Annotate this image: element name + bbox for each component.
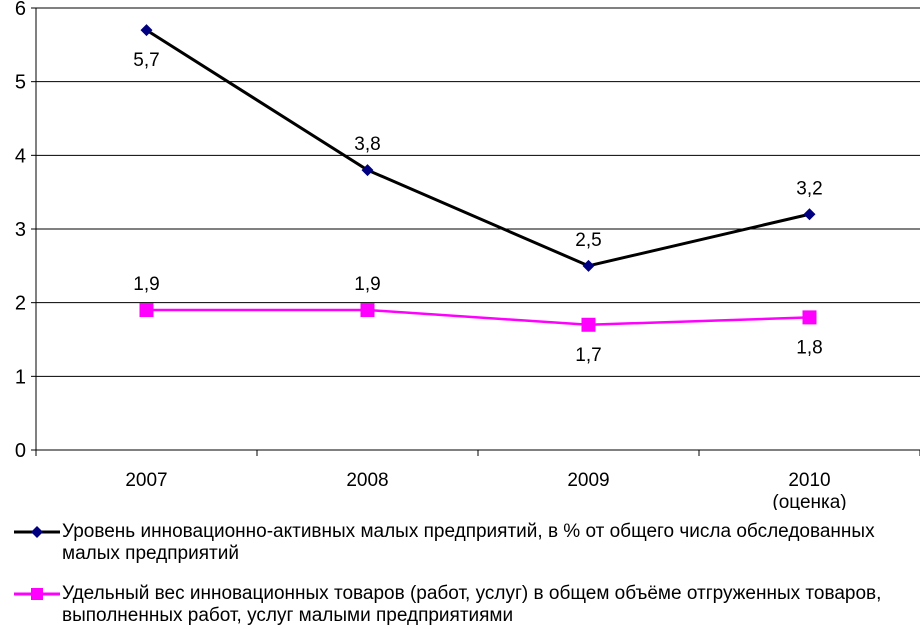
legend-swatch-diamond-icon bbox=[14, 526, 60, 538]
series-2-point bbox=[360, 303, 375, 318]
data-label: 5,7 bbox=[133, 50, 159, 71]
data-label: 1,8 bbox=[796, 337, 822, 358]
y-tick-label: 2 bbox=[15, 293, 26, 315]
x-tick-label: 2007 bbox=[125, 470, 167, 491]
series-1-point bbox=[140, 24, 153, 37]
series-2-point bbox=[581, 317, 596, 332]
data-label: 2,5 bbox=[575, 230, 601, 251]
series-line-1 bbox=[145, 28, 810, 268]
data-label: 3,2 bbox=[796, 178, 822, 199]
data-label: 1,9 bbox=[354, 274, 380, 295]
series-line-2 bbox=[146, 308, 810, 327]
y-tick-label: 3 bbox=[15, 219, 26, 241]
y-tick-label: 4 bbox=[15, 145, 26, 167]
y-tick-label: 6 bbox=[15, 0, 26, 20]
data-label: 1,7 bbox=[575, 345, 601, 366]
x-tick-label: 2009 bbox=[567, 470, 609, 491]
series-1-point bbox=[361, 164, 374, 177]
y-tick-label: 0 bbox=[15, 440, 26, 462]
series-2-point bbox=[139, 303, 154, 318]
data-label: 3,8 bbox=[354, 134, 380, 155]
line-chart: 0 1 2 3 4 5 6 2007 2008 2009 2010 (оценка) 5,7 3,8 2,5… bbox=[15, 0, 920, 510]
legend-label-innovation-level: Уровень инновационно-активных малых пред… bbox=[62, 521, 875, 564]
series-1-point bbox=[803, 208, 816, 221]
legend-label-innovation-share: Удельный вес инновационных товаров (рабо… bbox=[62, 583, 882, 626]
series-2-point bbox=[802, 310, 817, 325]
legend-swatch-square-icon bbox=[14, 588, 60, 600]
data-label: 1,9 bbox=[133, 274, 159, 295]
series-1-point bbox=[582, 259, 595, 272]
y-tick-label: 5 bbox=[15, 72, 26, 94]
x-tick-label: 2010 (оценка) bbox=[772, 470, 846, 510]
x-tick-label: 2008 bbox=[346, 470, 388, 491]
y-tick-label: 1 bbox=[15, 366, 26, 388]
